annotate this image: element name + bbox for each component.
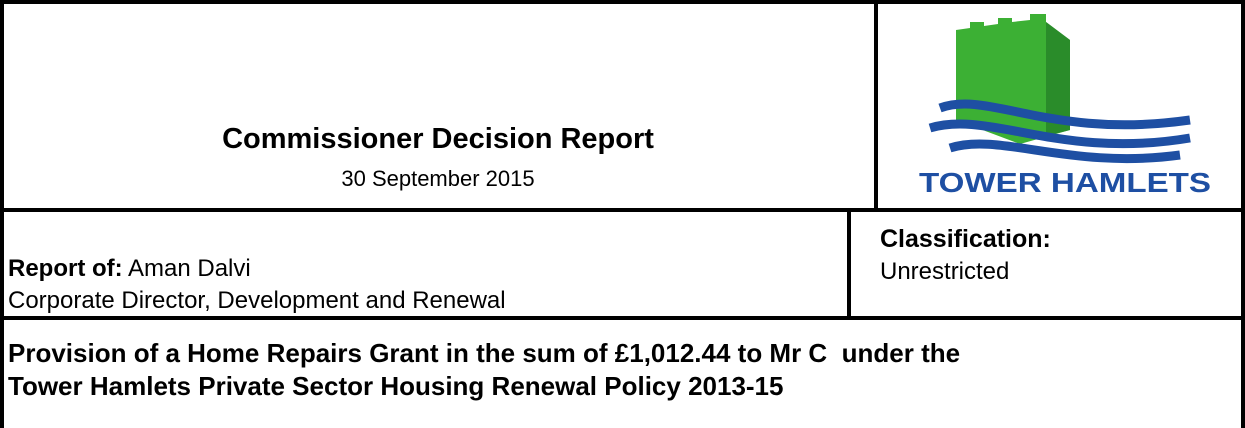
border bbox=[0, 0, 4, 428]
logo: TOWER HAMLETS bbox=[919, 14, 1211, 198]
border bbox=[847, 210, 851, 318]
logo-wave bbox=[938, 99, 1191, 130]
border bbox=[1241, 0, 1245, 428]
subject-line: Tower Hamlets Private Sector Housing Ren… bbox=[8, 371, 784, 401]
report-of-name: Aman Dalvi bbox=[128, 255, 251, 282]
report-of-label: Report of: bbox=[8, 255, 123, 282]
border bbox=[0, 316, 1245, 320]
border bbox=[874, 0, 878, 210]
date: 30 September 2015 bbox=[341, 166, 535, 191]
logo-castle-shade bbox=[1046, 22, 1070, 136]
logo-castle bbox=[956, 14, 1070, 144]
logo-text: TOWER HAMLETS bbox=[919, 167, 1211, 198]
report-of-role: Corporate Director, Development and Rene… bbox=[8, 287, 506, 314]
title: Commissioner Decision Report bbox=[222, 123, 654, 155]
classification-label: Classification: bbox=[880, 225, 1051, 253]
border bbox=[0, 0, 1245, 4]
classification-value: Unrestricted bbox=[880, 258, 1010, 285]
logo-wave bbox=[928, 119, 1191, 149]
border bbox=[0, 208, 1245, 212]
logo-wave bbox=[948, 139, 1181, 164]
report-of: Report of: Aman Dalvi bbox=[8, 255, 251, 283]
subject-line: Provision of a Home Repairs Grant in the… bbox=[8, 338, 961, 368]
